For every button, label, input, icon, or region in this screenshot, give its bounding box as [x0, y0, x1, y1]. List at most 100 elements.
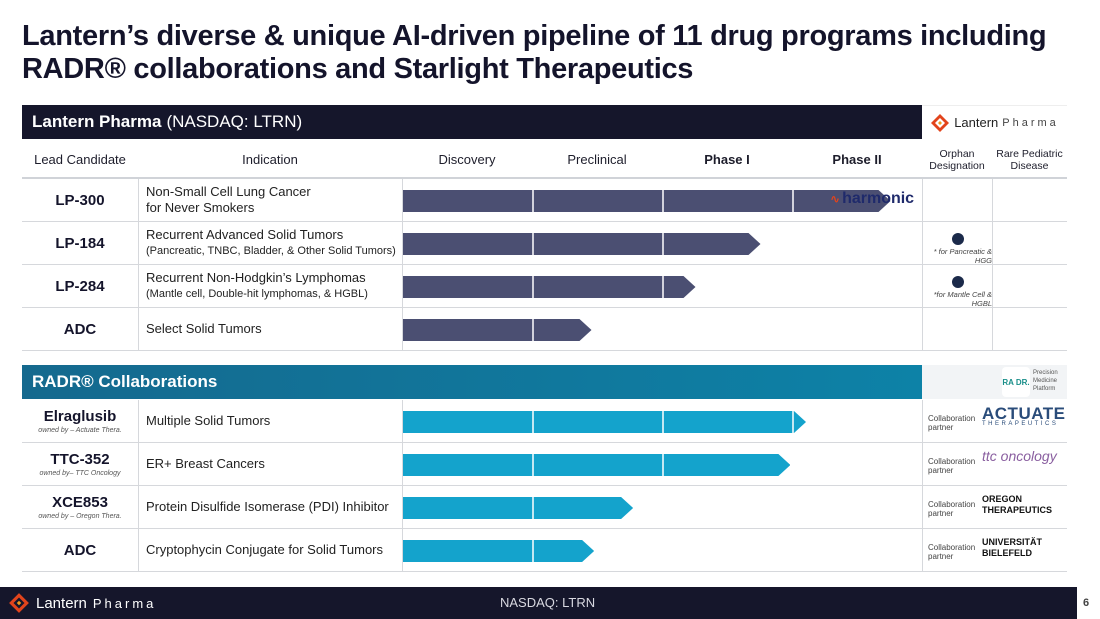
lantern-header-ticker: (NASDAQ: LTRN) — [166, 112, 303, 131]
pipeline-progress-bar — [403, 539, 595, 562]
orphan-note: *for Mantle Cell & HGBL — [933, 290, 992, 308]
pipeline-progress-bar — [403, 453, 791, 476]
column-divider — [922, 443, 923, 485]
progress-bar-shape — [403, 496, 634, 519]
progress-bar-shape — [403, 275, 696, 298]
col-pediatric: Rare Pediatric Disease — [996, 148, 1063, 172]
col-discovery: Discovery — [438, 152, 496, 167]
candidate-name: LP-300 — [55, 191, 105, 209]
indication-text: Multiple Solid Tumors — [146, 413, 271, 428]
indication-cell: Cryptophycin Conjugate for Solid Tumors — [146, 529, 383, 571]
page-number: 6 — [1083, 597, 1090, 609]
lead-candidate-cell: ADC — [22, 308, 138, 350]
lead-candidate-cell: ADC — [22, 529, 138, 571]
column-divider — [922, 529, 923, 571]
indication-text: Recurrent Non-Hodgkin’s Lymphomas — [146, 270, 366, 285]
indication-detail: (Pancreatic, TNBC, Bladder, & Other Soli… — [146, 245, 396, 257]
table-row: LP-184 Recurrent Advanced Solid Tumors (Pa… — [22, 222, 1067, 265]
column-divider — [402, 179, 403, 221]
collaboration-label: Collaboration partner — [928, 543, 976, 561]
table-row: ADC Cryptophycin Conjugate for Solid Tumo… — [22, 529, 1067, 572]
partner-logo-name: ACTUATE — [982, 404, 1066, 423]
indication-text: Non-Small Cell Lung Cancer — [146, 184, 311, 199]
indication-text: Select Solid Tumors — [146, 321, 262, 336]
harmonic-logo-text: harmonic — [842, 190, 915, 207]
column-divider — [402, 265, 403, 307]
indication-text: Cryptophycin Conjugate for Solid Tumors — [146, 542, 384, 557]
column-divider — [922, 179, 923, 221]
harmonic-partner-logo: ∿ harmonic — [830, 190, 914, 208]
collaboration-partner-logo: ACTUATE THERAPEUTICS — [982, 404, 1070, 430]
col-preclinical: Preclinical — [567, 152, 627, 167]
col-phase2: Phase II — [832, 152, 882, 167]
indication-cell: Select Solid Tumors — [146, 308, 262, 350]
footer-logo: Lantern Pharma — [8, 592, 156, 614]
lantern-logo-word2: Pharma — [1002, 116, 1059, 129]
column-divider — [402, 222, 403, 264]
column-divider — [402, 443, 403, 485]
partner-logo-name: ttc oncology — [982, 448, 1057, 464]
candidate-name: ADC — [63, 541, 97, 559]
collaboration-label: Collaboration partner — [928, 457, 976, 475]
column-divider — [922, 308, 923, 350]
column-divider — [922, 400, 923, 442]
candidate-owner: owned by– TTC Oncology — [39, 470, 121, 477]
lead-candidate-cell: LP-184 — [22, 222, 138, 264]
column-divider — [402, 486, 403, 528]
radr-section-header: RADR® Collaborations — [22, 365, 922, 399]
page-title: Lantern’s diverse & unique AI-driven pip… — [22, 20, 1047, 85]
col-phase1: Phase I — [704, 152, 750, 167]
candidate-owner: owned by – Oregon Thera. — [38, 513, 122, 520]
candidate-name: LP-284 — [55, 277, 105, 295]
indication-cell: ER+ Breast Cancers — [146, 443, 265, 485]
lantern-logo-word1: Lantern — [954, 115, 999, 130]
lantern-logo: Lantern Pharma — [922, 105, 1067, 139]
indication-detail: for Never Smokers — [146, 200, 255, 215]
pipeline-progress-bar — [403, 318, 592, 341]
indication-text: ER+ Breast Cancers — [146, 456, 265, 471]
progress-bar-shape — [403, 539, 595, 562]
footer-logo-word1: Lantern — [36, 594, 87, 612]
indication-cell: Recurrent Non-Hodgkin’s Lymphomas (Mantle… — [146, 265, 368, 307]
column-divider — [138, 529, 139, 571]
column-divider — [138, 443, 139, 485]
orphan-note: * for Pancreatic & HGG — [933, 247, 992, 265]
column-divider — [138, 179, 139, 221]
progress-bar-shape — [403, 189, 891, 212]
col-lead-candidate: Lead Candidate — [34, 152, 126, 167]
lead-candidate-cell: XCE853 owned by – Oregon Thera. — [22, 486, 138, 528]
table-row: ADC Select Solid Tumors — [22, 308, 1067, 351]
lead-candidate-cell: LP-300 — [22, 179, 138, 221]
footer-bar — [0, 587, 1077, 619]
partner-logo-name: OREGON — [982, 494, 1023, 504]
column-divider — [138, 486, 139, 528]
column-divider — [138, 265, 139, 307]
column-divider — [992, 308, 993, 350]
candidate-owner: owned by – Actuate Thera. — [38, 427, 122, 434]
radr-platform-text: Precision Medicine Platform — [1033, 370, 1058, 392]
indication-detail: (Mantle cell, Double-hit lymphomas, & HG… — [146, 288, 368, 300]
lantern-header-name: Lantern Pharma — [32, 112, 162, 131]
column-divider — [922, 486, 923, 528]
column-divider — [402, 529, 403, 571]
radr-mark: RA DR. — [1002, 367, 1030, 397]
candidate-name: Elraglusib — [43, 408, 117, 425]
lantern-flame-icon — [931, 113, 950, 132]
column-divider — [138, 400, 139, 442]
table-row: LP-284 Recurrent Non-Hodgkin’s Lymphomas (… — [22, 265, 1067, 308]
pipeline-progress-bar — [403, 275, 696, 298]
lead-candidate-cell: LP-284 — [22, 265, 138, 307]
footer-ticker: NASDAQ: LTRN — [500, 595, 596, 610]
column-divider — [402, 308, 403, 350]
indication-text: Recurrent Advanced Solid Tumors — [146, 227, 344, 242]
column-divider — [992, 222, 993, 264]
footer-logo-word2: Pharma — [92, 595, 157, 611]
partner-logo-name: UNIVERSITÄT — [982, 537, 1043, 547]
lead-candidate-cell: Elraglusib owned by – Actuate Thera. — [22, 400, 138, 442]
progress-bar-shape — [403, 318, 592, 341]
table-row: TTC-352 owned by– TTC Oncology ER+ Breast … — [22, 443, 1067, 486]
col-indication: Indication — [242, 152, 298, 167]
progress-bar-shape — [403, 410, 806, 433]
progress-bar-shape — [403, 453, 791, 476]
column-divider — [922, 222, 923, 264]
